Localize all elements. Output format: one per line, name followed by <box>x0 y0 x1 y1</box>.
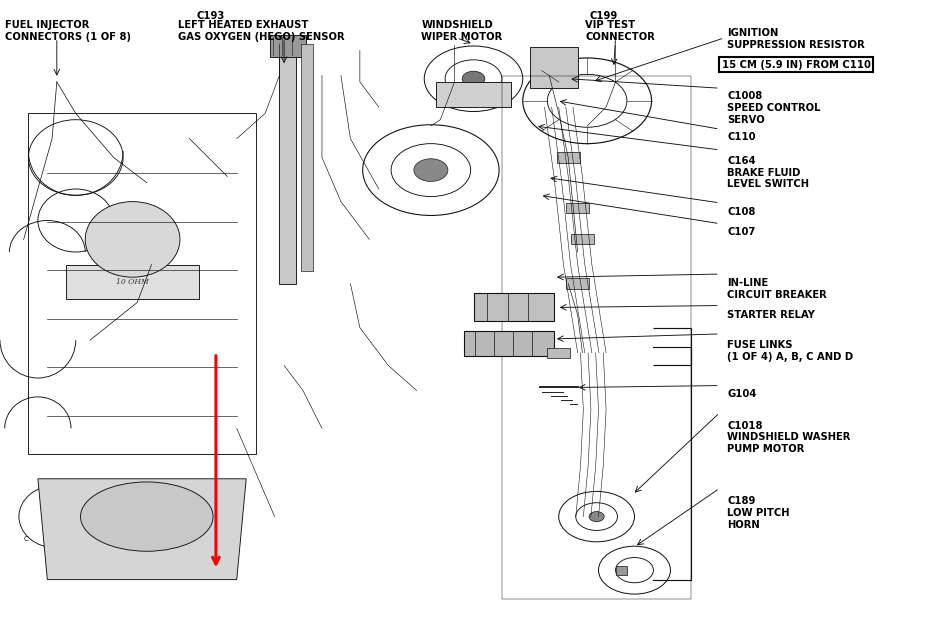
Bar <box>279 44 296 284</box>
Text: C107: C107 <box>727 227 756 237</box>
Text: WINDSHIELD
WIPER MOTOR: WINDSHIELD WIPER MOTOR <box>421 20 503 42</box>
Text: C189
LOW PITCH
HORN: C189 LOW PITCH HORN <box>727 496 790 530</box>
Bar <box>566 278 589 289</box>
Circle shape <box>414 159 448 181</box>
Text: C164
BRAKE FLUID
LEVEL SWITCH: C164 BRAKE FLUID LEVEL SWITCH <box>727 156 810 190</box>
Text: C1008
SPEED CONTROL
SERVO: C1008 SPEED CONTROL SERVO <box>727 91 821 125</box>
Bar <box>270 35 306 57</box>
Ellipse shape <box>80 482 213 551</box>
Bar <box>571 234 594 244</box>
Text: 15 CM (5.9 IN) FROM C110: 15 CM (5.9 IN) FROM C110 <box>722 60 870 70</box>
Bar <box>530 47 578 88</box>
Text: C1018
WINDSHIELD WASHER
PUMP MOTOR: C1018 WINDSHIELD WASHER PUMP MOTOR <box>727 421 850 454</box>
Circle shape <box>589 512 604 522</box>
Text: LEFT HEATED EXHAUST
GAS OXYGEN (HEGO) SENSOR: LEFT HEATED EXHAUST GAS OXYGEN (HEGO) SE… <box>178 20 345 42</box>
Bar <box>464 331 554 356</box>
Bar <box>436 82 511 107</box>
Text: STARTER RELAY: STARTER RELAY <box>727 310 815 320</box>
Text: FUEL INJECTOR
CONNECTORS (1 OF 8): FUEL INJECTOR CONNECTORS (1 OF 8) <box>5 20 131 42</box>
Bar <box>557 152 580 163</box>
Text: C193: C193 <box>196 11 224 21</box>
Bar <box>301 44 313 271</box>
Text: FUSE LINKS
(1 OF 4) A, B, C AND D: FUSE LINKS (1 OF 4) A, B, C AND D <box>727 340 853 362</box>
Bar <box>616 566 627 575</box>
Circle shape <box>462 71 485 86</box>
Text: C199: C199 <box>589 11 617 21</box>
Text: IGNITION
SUPPRESSION RESISTOR: IGNITION SUPPRESSION RESISTOR <box>727 28 865 50</box>
Text: C108: C108 <box>727 207 756 217</box>
Polygon shape <box>38 479 246 580</box>
Bar <box>474 293 554 321</box>
Text: IN-LINE
CIRCUIT BREAKER: IN-LINE CIRCUIT BREAKER <box>727 278 827 300</box>
Bar <box>547 348 570 358</box>
Bar <box>566 203 589 213</box>
Bar <box>66 265 199 299</box>
Ellipse shape <box>85 202 180 277</box>
Text: VIP TEST
CONNECTOR: VIP TEST CONNECTOR <box>585 20 655 42</box>
Text: 10 OHM: 10 OHM <box>116 278 149 286</box>
Text: C: C <box>24 536 28 542</box>
Text: G104: G104 <box>727 389 757 399</box>
Text: C110: C110 <box>727 132 756 142</box>
